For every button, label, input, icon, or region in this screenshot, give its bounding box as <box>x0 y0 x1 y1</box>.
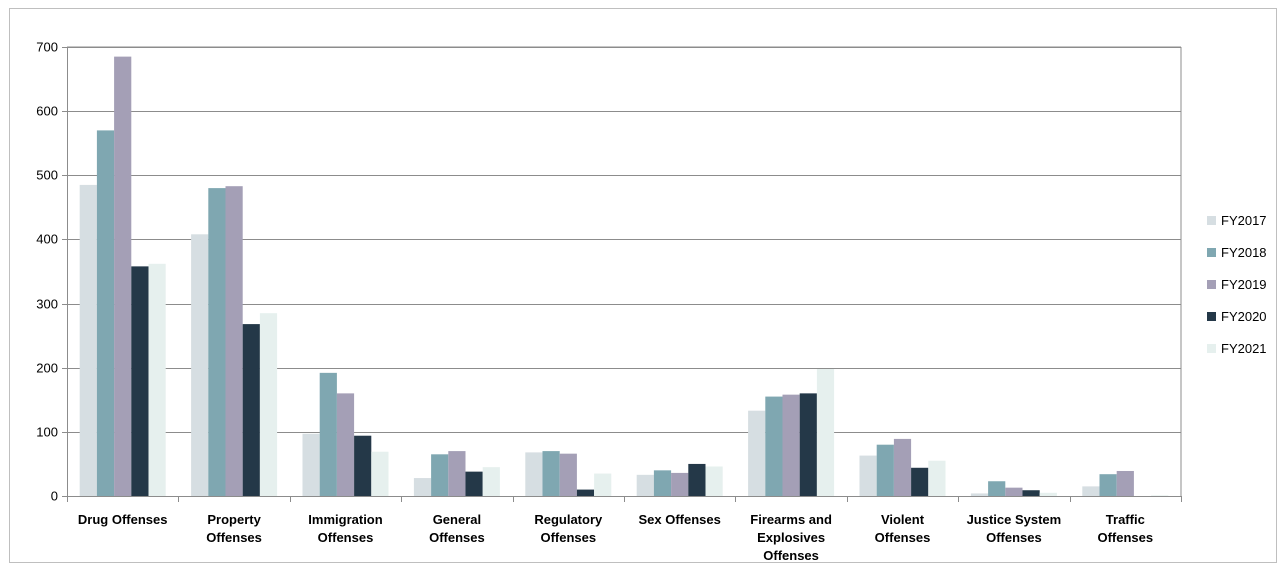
legend: FY2017 FY2018 FY2019 FY2020 FY2021 <box>1207 213 1267 356</box>
bar <box>859 455 877 496</box>
bar <box>594 473 612 496</box>
bar <box>242 324 260 496</box>
legend-swatch <box>1207 344 1216 353</box>
bar <box>576 489 595 496</box>
y-tick-label: 100 <box>36 425 58 440</box>
bar <box>208 188 226 497</box>
bar <box>336 393 355 496</box>
bar <box>559 453 577 496</box>
bar <box>191 234 209 497</box>
legend-label: FY2018 <box>1221 245 1267 260</box>
x-tick-label: Traffic <box>1106 512 1145 527</box>
bar <box>302 433 320 496</box>
y-tick-label: 200 <box>36 361 58 376</box>
y-tick-label: 0 <box>51 489 58 504</box>
x-tick-label: Offenses <box>206 530 262 545</box>
legend-label: FY2020 <box>1221 309 1267 324</box>
x-tick-label: Firearms and <box>750 512 832 527</box>
bar <box>1116 470 1134 496</box>
y-tick-label: 300 <box>36 297 58 312</box>
bar <box>542 451 560 496</box>
bar <box>1039 492 1057 496</box>
bar <box>816 369 835 496</box>
bar <box>1005 487 1023 496</box>
bar <box>1151 495 1169 496</box>
bar <box>79 184 97 496</box>
y-tick-label: 500 <box>36 168 58 183</box>
x-tick-label: Offenses <box>875 530 931 545</box>
bar <box>893 438 912 496</box>
bar <box>114 56 132 497</box>
bar <box>225 186 243 496</box>
bar <box>131 266 149 496</box>
bar <box>782 394 800 496</box>
legend-swatch <box>1207 216 1216 225</box>
x-tick-label: Explosives <box>757 530 825 545</box>
x-tick-label: Property <box>207 512 261 527</box>
bar <box>319 372 337 496</box>
x-tick-label: General <box>433 512 481 527</box>
x-tick-label: Justice System <box>967 512 1062 527</box>
x-tick-label: Immigration <box>308 512 382 527</box>
x-axis: Drug Offenses Property Offenses Immigration… <box>67 496 1182 563</box>
x-tick-label: Offenses <box>1097 530 1153 545</box>
y-tick-label: 400 <box>36 232 58 247</box>
x-tick-label: Offenses <box>540 530 596 545</box>
x-tick-label: Offenses <box>429 530 485 545</box>
bar <box>799 393 817 496</box>
y-axis: 0 100 200 300 400 500 600 700 <box>36 40 68 504</box>
bar <box>988 481 1006 496</box>
x-tick-label: Regulatory <box>534 512 603 527</box>
bar <box>653 470 672 496</box>
bar <box>1082 486 1100 496</box>
bar <box>482 467 500 496</box>
bar <box>911 467 929 496</box>
x-tick-label: Drug Offenses <box>78 512 168 527</box>
legend-label: FY2021 <box>1221 341 1267 356</box>
legend-swatch <box>1207 312 1216 321</box>
bar <box>876 444 894 496</box>
bar <box>148 263 166 496</box>
y-tick-label: 700 <box>36 40 58 55</box>
legend-swatch <box>1207 248 1216 257</box>
y-tick-label: 600 <box>36 104 58 119</box>
bar <box>465 471 483 496</box>
bar <box>765 396 783 496</box>
x-tick-label: Offenses <box>318 530 374 545</box>
bar <box>354 435 372 496</box>
bar <box>525 452 543 496</box>
bar <box>928 460 946 496</box>
bar <box>413 478 432 496</box>
bars <box>79 56 1169 497</box>
x-tick-label: Sex Offenses <box>639 512 721 527</box>
bar <box>448 451 466 496</box>
x-tick-label: Offenses <box>986 530 1042 545</box>
legend-label: FY2017 <box>1221 213 1267 228</box>
bar <box>636 474 654 496</box>
bar <box>259 313 278 496</box>
gridlines <box>67 46 1182 496</box>
bar <box>1022 490 1040 496</box>
bar <box>970 493 989 496</box>
bar <box>431 454 449 496</box>
x-tick-label: Violent <box>881 512 925 527</box>
bar <box>96 130 115 496</box>
bar <box>748 410 766 496</box>
bar <box>688 463 706 496</box>
legend-swatch <box>1207 280 1216 289</box>
legend-label: FY2019 <box>1221 277 1267 292</box>
bar <box>371 451 389 496</box>
bar <box>671 472 689 496</box>
x-tick-label: Offenses <box>763 548 819 563</box>
bar <box>705 466 723 496</box>
bar <box>1099 474 1117 496</box>
